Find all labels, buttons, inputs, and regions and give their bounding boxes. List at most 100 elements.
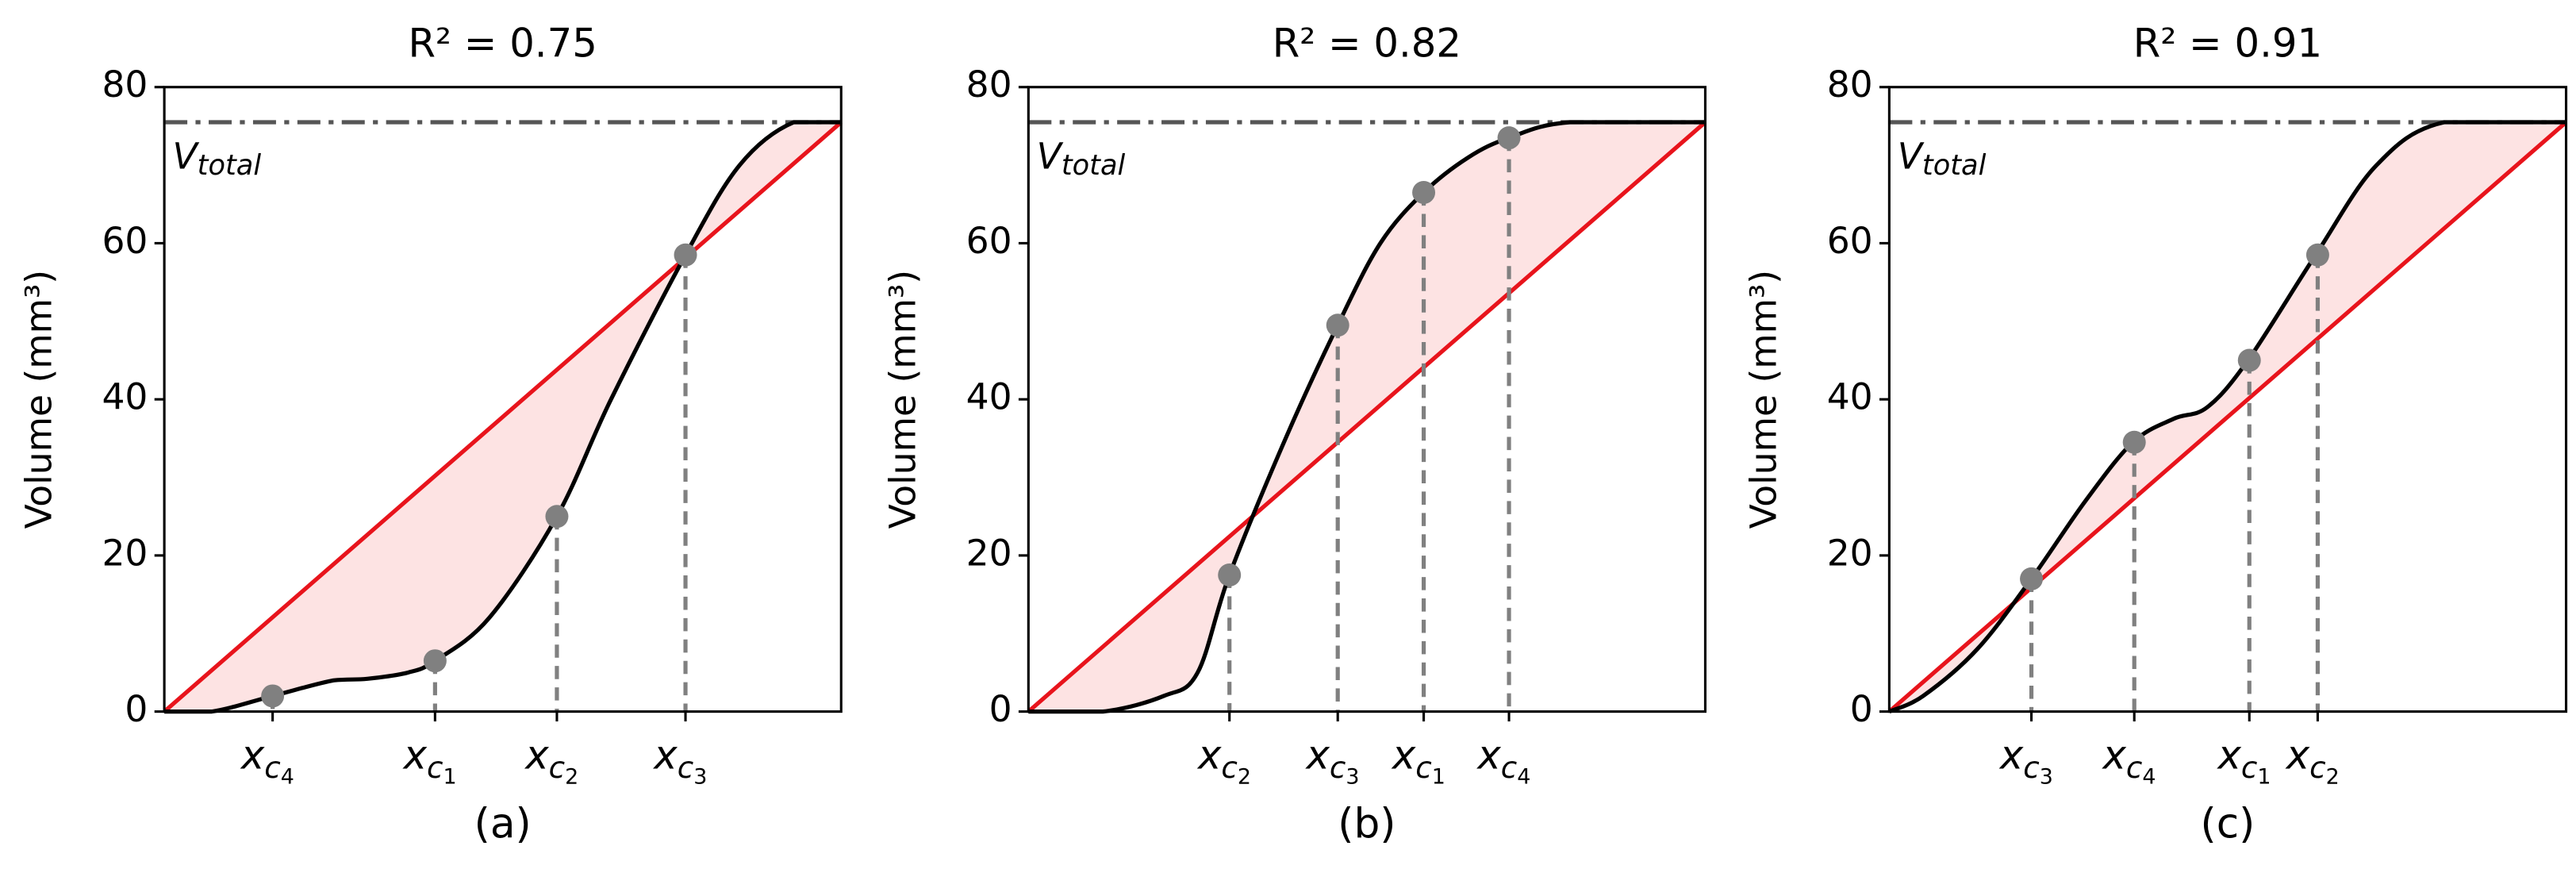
x-label-sub: c: [1501, 750, 1518, 785]
point: [674, 243, 697, 267]
y-tick-label: 80: [1827, 63, 1873, 106]
x-label-base: x: [524, 732, 549, 778]
point: [2020, 567, 2044, 590]
x-tick-label: xc4: [240, 732, 294, 789]
x-tick-label: xc2: [1196, 732, 1251, 789]
y-axis-label: Volume (mm³): [1743, 270, 1785, 529]
v-total-label: Vtotal: [172, 135, 261, 182]
x-label-subsub: 3: [693, 764, 707, 789]
panel-caption: (a): [474, 801, 532, 848]
x-label-sub: c: [2023, 750, 2040, 785]
point: [1412, 181, 1436, 205]
point: [545, 505, 569, 529]
v-total-sub: total: [198, 149, 262, 182]
x-label-subsub: 4: [281, 764, 294, 789]
x-label-subsub: 2: [565, 764, 578, 789]
x-label-subsub: 2: [2326, 764, 2340, 789]
x-label-subsub: 1: [1432, 764, 1445, 789]
fit-line: [1887, 121, 2568, 713]
y-tick-label: 20: [1827, 532, 1873, 574]
fit-line: [1027, 121, 1707, 713]
volume-curve: [1888, 120, 2566, 714]
x-tick-label: xc4: [2101, 732, 2156, 789]
x-label-sub: c: [264, 750, 280, 785]
y-axis-label: Volume (mm³): [17, 270, 60, 529]
x-tick-label: xc3: [1304, 732, 1359, 789]
y-tick-label: 0: [125, 688, 148, 730]
y-tick-label: 80: [102, 63, 148, 106]
x-label-base: x: [1391, 732, 1416, 778]
x-label-subsub: 1: [2257, 764, 2271, 789]
x-label-base: x: [1196, 732, 1222, 778]
x-label-subsub: 4: [1517, 764, 1530, 789]
x-label-sub: c: [427, 750, 443, 785]
x-label-subsub: 3: [2040, 764, 2053, 789]
y-tick-label: 40: [1827, 376, 1873, 418]
y-tick-label: 60: [966, 220, 1012, 262]
x-label-sub: c: [549, 750, 566, 785]
x-label-subsub: 1: [443, 764, 457, 789]
v-total-sub: total: [1061, 149, 1126, 182]
v-total-sub: total: [1922, 149, 1987, 182]
x-label-sub: c: [1221, 750, 1238, 785]
y-tick-label: 0: [989, 688, 1012, 730]
panel-title: R² = 0.91: [2133, 20, 2322, 66]
v-total-label: Vtotal: [1037, 135, 1126, 182]
x-label-base: x: [2285, 732, 2310, 778]
x-label-sub: c: [2241, 750, 2258, 785]
x-label-base: x: [1476, 732, 1501, 778]
panel-title: R² = 0.82: [1273, 20, 1461, 66]
panel: R² = 0.91 Volume (mm³) (c) 0 20 40 60 80 Vtotal x…: [1743, 20, 2568, 848]
y-tick-label: 60: [1827, 220, 1873, 262]
x-label-base: x: [652, 732, 678, 778]
x-label-subsub: 2: [1238, 764, 1251, 789]
x-tick-label: xc4: [1476, 732, 1530, 789]
x-tick-label: xc1: [1391, 732, 1445, 789]
x-label-subsub: 4: [2142, 764, 2156, 789]
panel: R² = 0.82 Volume (mm³) (b) 0 20 40 60 80 Vtotal x…: [882, 20, 1707, 848]
x-label-sub: c: [2309, 750, 2326, 785]
point: [1326, 313, 1349, 337]
x-label-sub: c: [678, 750, 694, 785]
point: [2237, 348, 2261, 372]
x-label-base: x: [2101, 732, 2126, 778]
point: [2122, 430, 2146, 454]
v-total-base: V: [1898, 135, 1925, 177]
x-label-sub: c: [1330, 750, 1346, 785]
x-tick-label: xc2: [524, 732, 578, 789]
v-total-base: V: [172, 135, 199, 177]
point: [2305, 243, 2329, 267]
v-total-label: Vtotal: [1898, 135, 1987, 182]
y-tick-label: 20: [102, 532, 148, 574]
y-tick-label: 40: [966, 376, 1012, 418]
x-label-base: x: [240, 732, 265, 778]
point: [261, 684, 285, 708]
x-label-base: x: [1304, 732, 1330, 778]
y-tick-label: 60: [102, 220, 148, 262]
x-tick-label: xc1: [402, 732, 457, 789]
x-label-sub: c: [1415, 750, 1432, 785]
point: [1218, 563, 1242, 586]
axes-frame: [163, 86, 843, 713]
panel: R² = 0.75 Volume (mm³) (a) 0 20 40 60 80 Vtotal x…: [17, 20, 843, 848]
v-total-base: V: [1037, 135, 1064, 177]
panel-title: R² = 0.75: [409, 20, 597, 66]
x-label-base: x: [402, 732, 428, 778]
x-label-base: x: [2217, 732, 2242, 778]
y-axis-label: Volume (mm³): [882, 270, 924, 529]
x-tick-label: xc3: [652, 732, 707, 789]
x-label-base: x: [1998, 732, 2024, 778]
x-label-sub: c: [2126, 750, 2143, 785]
axes-frame: [1887, 86, 2568, 713]
point: [423, 649, 447, 673]
x-tick-label: xc1: [2217, 732, 2271, 789]
point: [1497, 126, 1521, 150]
volume-curve: [164, 120, 842, 714]
y-tick-label: 0: [1850, 688, 1873, 730]
y-tick-label: 40: [102, 376, 148, 418]
axes-frame: [1027, 86, 1707, 713]
fit-line: [163, 121, 843, 713]
y-tick-label: 20: [966, 532, 1012, 574]
panel-caption: (c): [2201, 801, 2255, 848]
